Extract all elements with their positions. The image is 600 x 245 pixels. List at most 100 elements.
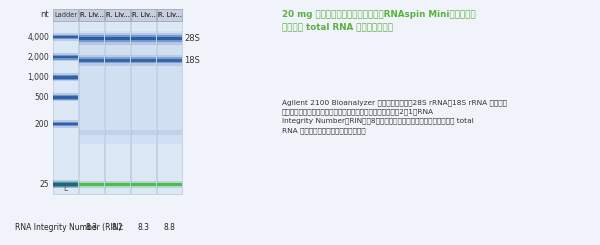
Text: 25: 25 [40, 180, 49, 189]
Bar [157, 181, 182, 188]
Bar [79, 37, 104, 40]
Text: R. Liv...: R. Liv... [106, 12, 130, 18]
Bar [105, 21, 130, 194]
Bar [53, 76, 78, 78]
Text: 18S: 18S [184, 56, 200, 65]
Bar [157, 33, 182, 45]
Bar [53, 180, 78, 188]
Bar [53, 183, 78, 186]
Bar [53, 73, 78, 81]
Bar [105, 31, 130, 144]
Bar [79, 57, 104, 63]
Bar [131, 33, 156, 45]
Text: RNA Integrity Number (RIN):: RNA Integrity Number (RIN): [15, 223, 124, 232]
Bar [53, 120, 78, 128]
Text: nt: nt [40, 10, 49, 19]
Bar [157, 35, 182, 42]
Bar [53, 9, 78, 21]
Bar [53, 53, 78, 61]
Bar [53, 182, 78, 187]
Bar [79, 9, 104, 21]
Bar [131, 57, 156, 63]
Bar [53, 21, 78, 194]
Bar [79, 55, 104, 66]
Bar [157, 55, 182, 66]
Bar [105, 57, 130, 63]
Bar [53, 55, 78, 60]
Bar [105, 9, 130, 21]
Bar [53, 36, 78, 38]
Text: Ladder: Ladder [54, 12, 77, 18]
Text: 1,000: 1,000 [27, 73, 49, 82]
Text: R. Liv...: R. Liv... [158, 12, 182, 18]
Bar [53, 93, 78, 101]
Bar [157, 31, 182, 144]
Bar [131, 181, 156, 188]
Bar [79, 130, 104, 135]
Bar [131, 130, 156, 135]
Text: Agilent 2100 Bioanalyzer で解析した結果、28S rRNA、18S rRNA のバンド
がシャープに検出されました。それぞれのバンドの濃: Agilent 2100 Bioanalyzer で解析した結果、28S rRN… [282, 99, 507, 134]
Bar [131, 59, 156, 62]
Text: R. Liv...: R. Liv... [158, 12, 182, 18]
Bar [157, 9, 182, 21]
Bar [53, 122, 78, 126]
Bar [131, 37, 156, 40]
Bar [157, 59, 182, 62]
Bar [157, 37, 182, 40]
Bar [105, 181, 130, 188]
Bar [157, 57, 182, 63]
Text: R. Liv...: R. Liv... [80, 12, 103, 18]
Bar [53, 56, 78, 58]
Text: R. Liv...: R. Liv... [132, 12, 155, 18]
Bar [105, 55, 130, 66]
Bar [79, 31, 104, 144]
Bar [79, 35, 104, 42]
Bar [157, 130, 182, 135]
Bar [131, 55, 156, 66]
Bar [53, 96, 78, 99]
Bar [105, 183, 130, 186]
Bar [53, 35, 78, 39]
Bar [53, 181, 78, 188]
Text: 8.2: 8.2 [112, 223, 124, 232]
Bar [131, 183, 156, 186]
Bar [53, 123, 78, 125]
Bar [79, 9, 104, 21]
Bar [79, 33, 104, 45]
Bar [79, 183, 104, 186]
Text: L: L [64, 184, 68, 193]
Bar [53, 33, 78, 41]
Text: 8.8: 8.8 [164, 223, 176, 232]
Bar [53, 183, 78, 186]
Bar [157, 9, 182, 21]
Bar [105, 33, 130, 45]
Text: 200: 200 [35, 120, 49, 129]
Bar [131, 35, 156, 42]
Text: 28S: 28S [184, 34, 200, 43]
Text: 500: 500 [34, 93, 49, 102]
Bar [105, 130, 130, 135]
Bar [79, 21, 104, 194]
Bar [79, 59, 104, 62]
Bar [53, 75, 78, 80]
Text: 8.3: 8.3 [137, 223, 149, 232]
Text: R. Liv...: R. Liv... [106, 12, 130, 18]
Text: 2,000: 2,000 [27, 53, 49, 62]
Bar [131, 9, 156, 21]
Bar [157, 183, 182, 186]
Text: 4,000: 4,000 [27, 33, 49, 42]
Bar [53, 95, 78, 100]
Bar [131, 31, 156, 144]
Text: R. Liv...: R. Liv... [132, 12, 155, 18]
Bar [105, 35, 130, 42]
Text: 8.3: 8.3 [86, 223, 98, 232]
Bar [157, 21, 182, 194]
Bar [105, 9, 130, 21]
Bar [131, 9, 156, 21]
Bar [105, 37, 130, 40]
Text: 20 mg のラット芳臟４サンプルからRNAspin Miniを使用して
抄出した total RNA の電気泳動結果: 20 mg のラット芳臟４サンプルからRNAspin Miniを使用して 抄出し… [282, 10, 476, 32]
Bar [105, 59, 130, 62]
Bar [79, 181, 104, 188]
Bar [131, 21, 156, 194]
Text: R. Liv...: R. Liv... [80, 12, 103, 18]
